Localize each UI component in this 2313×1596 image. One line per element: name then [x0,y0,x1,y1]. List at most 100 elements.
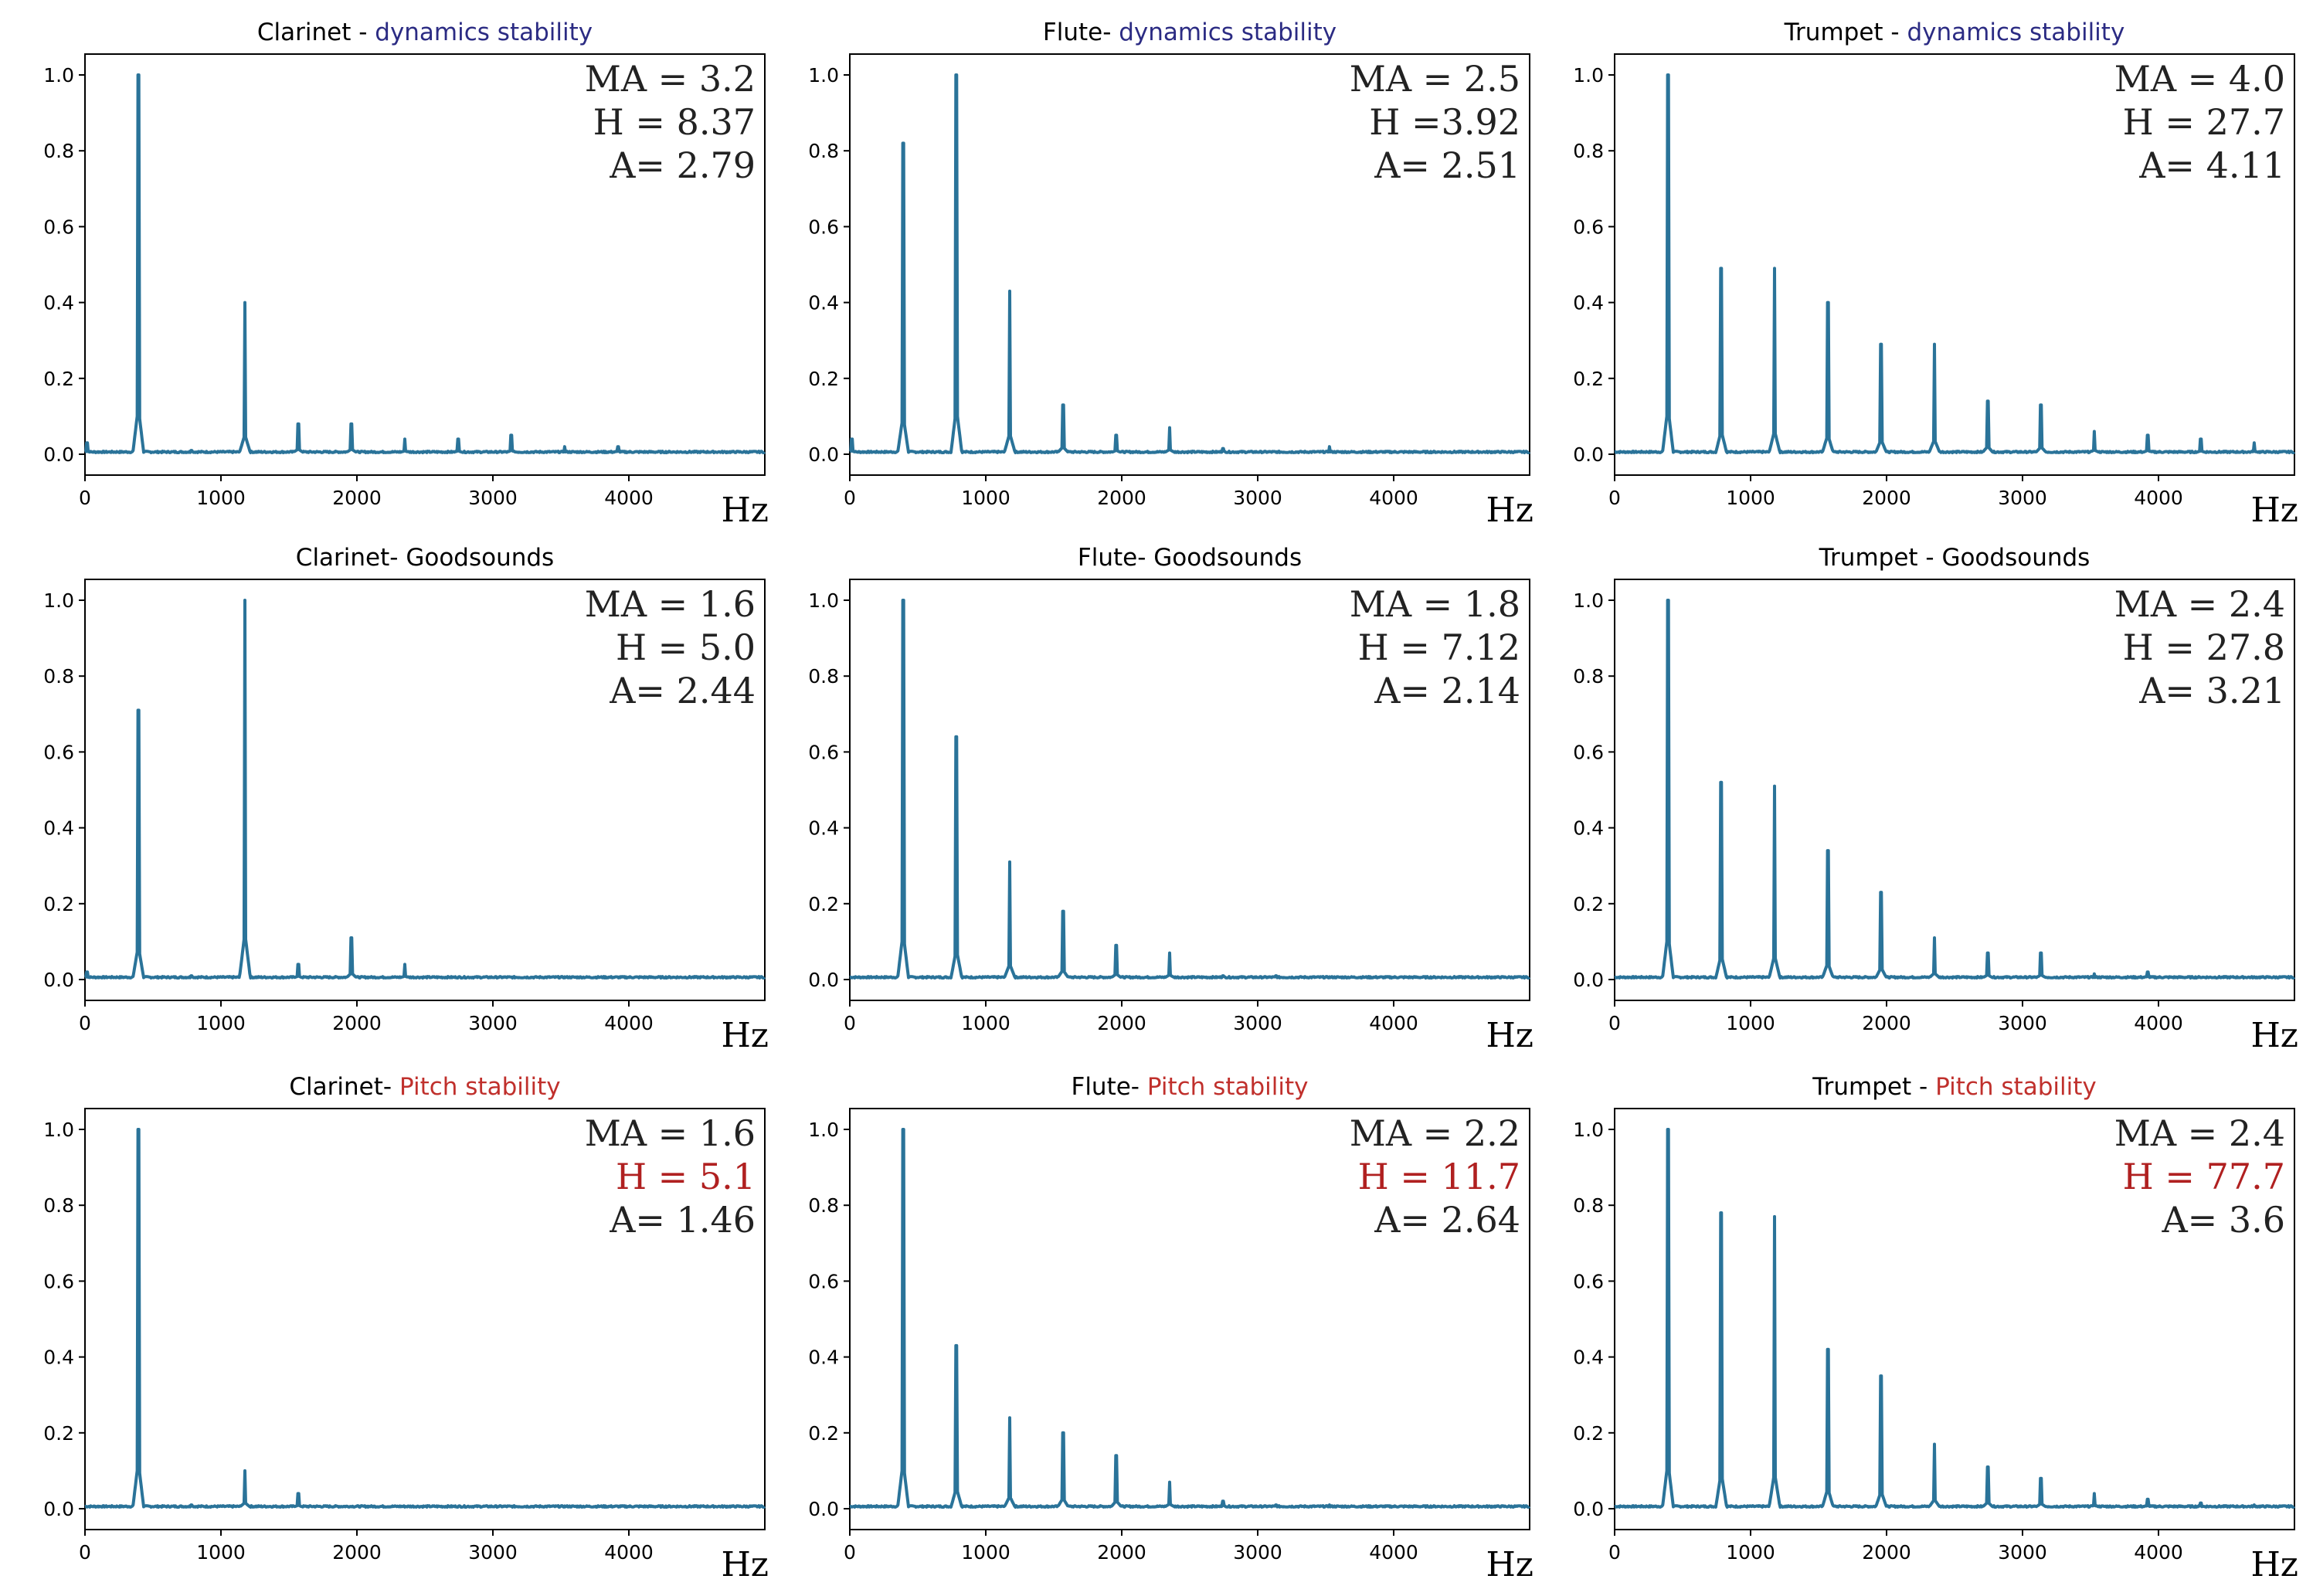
stat-annotation: A= 1.46 [609,1199,756,1241]
stat-annotation: MA = 1.8 [1350,583,1520,625]
y-tick-label: 0.0 [1573,443,1604,466]
spectrum-line [849,1128,1531,1509]
x-tick-label: 1000 [1726,1541,1775,1564]
y-tick-label: 1.0 [808,589,839,612]
x-axis-label: Hz [721,1016,769,1055]
y-tick-label: 0.2 [1573,368,1604,390]
x-tick-label: 4000 [604,487,654,509]
y-tick-label: 0.8 [43,140,74,162]
y-tick-label: 0.4 [1573,1346,1604,1369]
spectrum-line [1614,1128,2296,1509]
y-tick-label: 0.0 [43,443,74,466]
panel-trumpet-goodsounds: Trumpet - Goodsounds 0.0 0.2 0.4 0.6 0.8 1.0 0 1… [1545,533,2310,1058]
x-tick-label: 3000 [1233,487,1282,509]
y-tick-label: 0.4 [1573,292,1604,314]
y-tick-label: 0.0 [808,1498,839,1520]
x-tick-label: 1000 [961,1541,1010,1564]
chart-title: Flute- dynamics stability [1043,19,1337,46]
y-tick-label: 0.4 [43,817,74,840]
y-tick-label: 1.0 [43,1119,74,1141]
y-tick-label: 1.0 [43,64,74,87]
stat-annotation: A= 3.6 [2161,1199,2285,1241]
y-tick-label: 0.8 [1573,665,1604,688]
x-tick-label: 4000 [604,1541,654,1564]
y-tick-label: 0.4 [43,1346,74,1369]
chart-flute-pitch: Flute- Pitch stability 0.0 0.2 0.4 0.6 0.8 1.0… [808,1073,1534,1584]
x-axis-label: Hz [2250,491,2298,530]
x-tick-label: 0 [1608,487,1621,509]
title-main: Flute- [1071,1073,1146,1101]
x-tick-label: 1000 [961,1012,1010,1034]
y-tick-label: 0.0 [808,443,839,466]
title-main: Trumpet - Goodsounds [1819,544,2091,572]
y-tick-label: 1.0 [1573,589,1604,612]
x-tick-label: 1000 [196,1012,246,1034]
chart-title: Flute- Pitch stability [1071,1073,1308,1101]
x-tick-label: 0 [844,487,856,509]
chart-title: Trumpet - Pitch stability [1812,1073,2096,1101]
spectrum-line [84,1128,766,1509]
stat-annotation: H = 27.8 [2123,627,2285,668]
y-tick-label: 0.0 [43,969,74,991]
plot-frame [849,579,1530,1001]
title-accent: Pitch stability [1147,1073,1309,1101]
x-tick-label: 4000 [2134,1012,2183,1034]
x-axis-label: Hz [2250,1016,2298,1055]
y-tick-label: 0.2 [43,893,74,915]
stat-annotation: MA = 1.6 [585,583,756,625]
x-axis-label: Hz [721,1545,769,1584]
x-axis-label: Hz [1486,491,1534,530]
panel-clarinet-dynamics: Clarinet - dynamics stability 0.0 0.2 0.4 0.… [15,8,780,533]
chart-title: Trumpet - Goodsounds [1819,544,2091,572]
title-accent: Pitch stability [399,1073,561,1101]
y-tick-label: 0.4 [1573,817,1604,840]
panel-trumpet-dynamics: Trumpet - dynamics stability 0.0 0.2 0.4 0.6… [1545,8,2310,533]
y-tick-label: 0.6 [1573,1270,1604,1292]
stat-annotation: MA = 1.6 [585,1112,756,1154]
y-tick-label: 0.4 [808,292,839,314]
x-tick-label: 0 [79,487,91,509]
y-tick-label: 1.0 [1573,1119,1604,1141]
y-tick-label: 0.0 [1573,969,1604,991]
chart-title: Trumpet - dynamics stability [1784,19,2125,46]
title-accent: Pitch stability [1935,1073,2097,1101]
y-tick-label: 0.6 [1573,216,1604,238]
panel-clarinet-goodsounds: Clarinet- Goodsounds 0.0 0.2 0.4 0.6 0.8 1.0 0 1… [15,533,780,1058]
x-tick-label: 2000 [1097,1012,1146,1034]
stat-annotation: MA = 4.0 [2114,58,2285,100]
y-tick-label: 1.0 [43,589,74,612]
y-tick-label: 0.8 [43,1194,74,1217]
stat-annotation: MA = 3.2 [585,58,756,100]
x-tick-label: 4000 [1369,487,1418,509]
y-tick-label: 0.6 [43,216,74,238]
x-tick-label: 2000 [1097,487,1146,509]
x-tick-label: 3000 [468,1012,518,1034]
x-axis-label: Hz [1486,1016,1534,1055]
y-tick-label: 0.0 [808,969,839,991]
chart-title: Clarinet - dynamics stability [257,19,593,46]
y-tick-label: 0.0 [43,1498,74,1520]
title-main: Flute- Goodsounds [1078,544,1302,572]
x-tick-label: 0 [1608,1541,1621,1564]
y-tick-label: 0.0 [1573,1498,1604,1520]
y-tick-label: 0.2 [43,1422,74,1445]
title-accent: dynamics stability [1119,19,1337,46]
x-tick-label: 3000 [468,1541,518,1564]
spectrum-line [84,599,766,980]
chart-flute-dynamics: Flute- dynamics stability 0.0 0.2 0.4 0.6 0.8… [808,19,1534,530]
stat-annotation: H = 5.1 [616,1156,756,1197]
chart-trumpet-goodsounds: Trumpet - Goodsounds 0.0 0.2 0.4 0.6 0.8 1.0 0 1… [1573,544,2298,1055]
plot-frame [849,53,1530,476]
chart-trumpet-dynamics: Trumpet - dynamics stability 0.0 0.2 0.4 0.6… [1573,19,2298,530]
y-tick-label: 0.6 [808,1270,839,1292]
panel-flute-pitch: Flute- Pitch stability 0.0 0.2 0.4 0.6 0.8 1.0… [780,1062,1545,1588]
x-tick-label: 1000 [196,1541,246,1564]
title-accent: dynamics stability [375,19,593,46]
x-tick-label: 2000 [1862,1012,1911,1034]
chart-title: Clarinet- Pitch stability [289,1073,560,1101]
y-tick-label: 0.4 [808,1346,839,1369]
panel-clarinet-pitch: Clarinet- Pitch stability 0.0 0.2 0.4 0.6 0.8… [15,1062,780,1588]
title-main: Clarinet- [289,1073,399,1101]
y-tick-label: 1.0 [808,64,839,87]
title-main: Trumpet - [1812,1073,1935,1101]
